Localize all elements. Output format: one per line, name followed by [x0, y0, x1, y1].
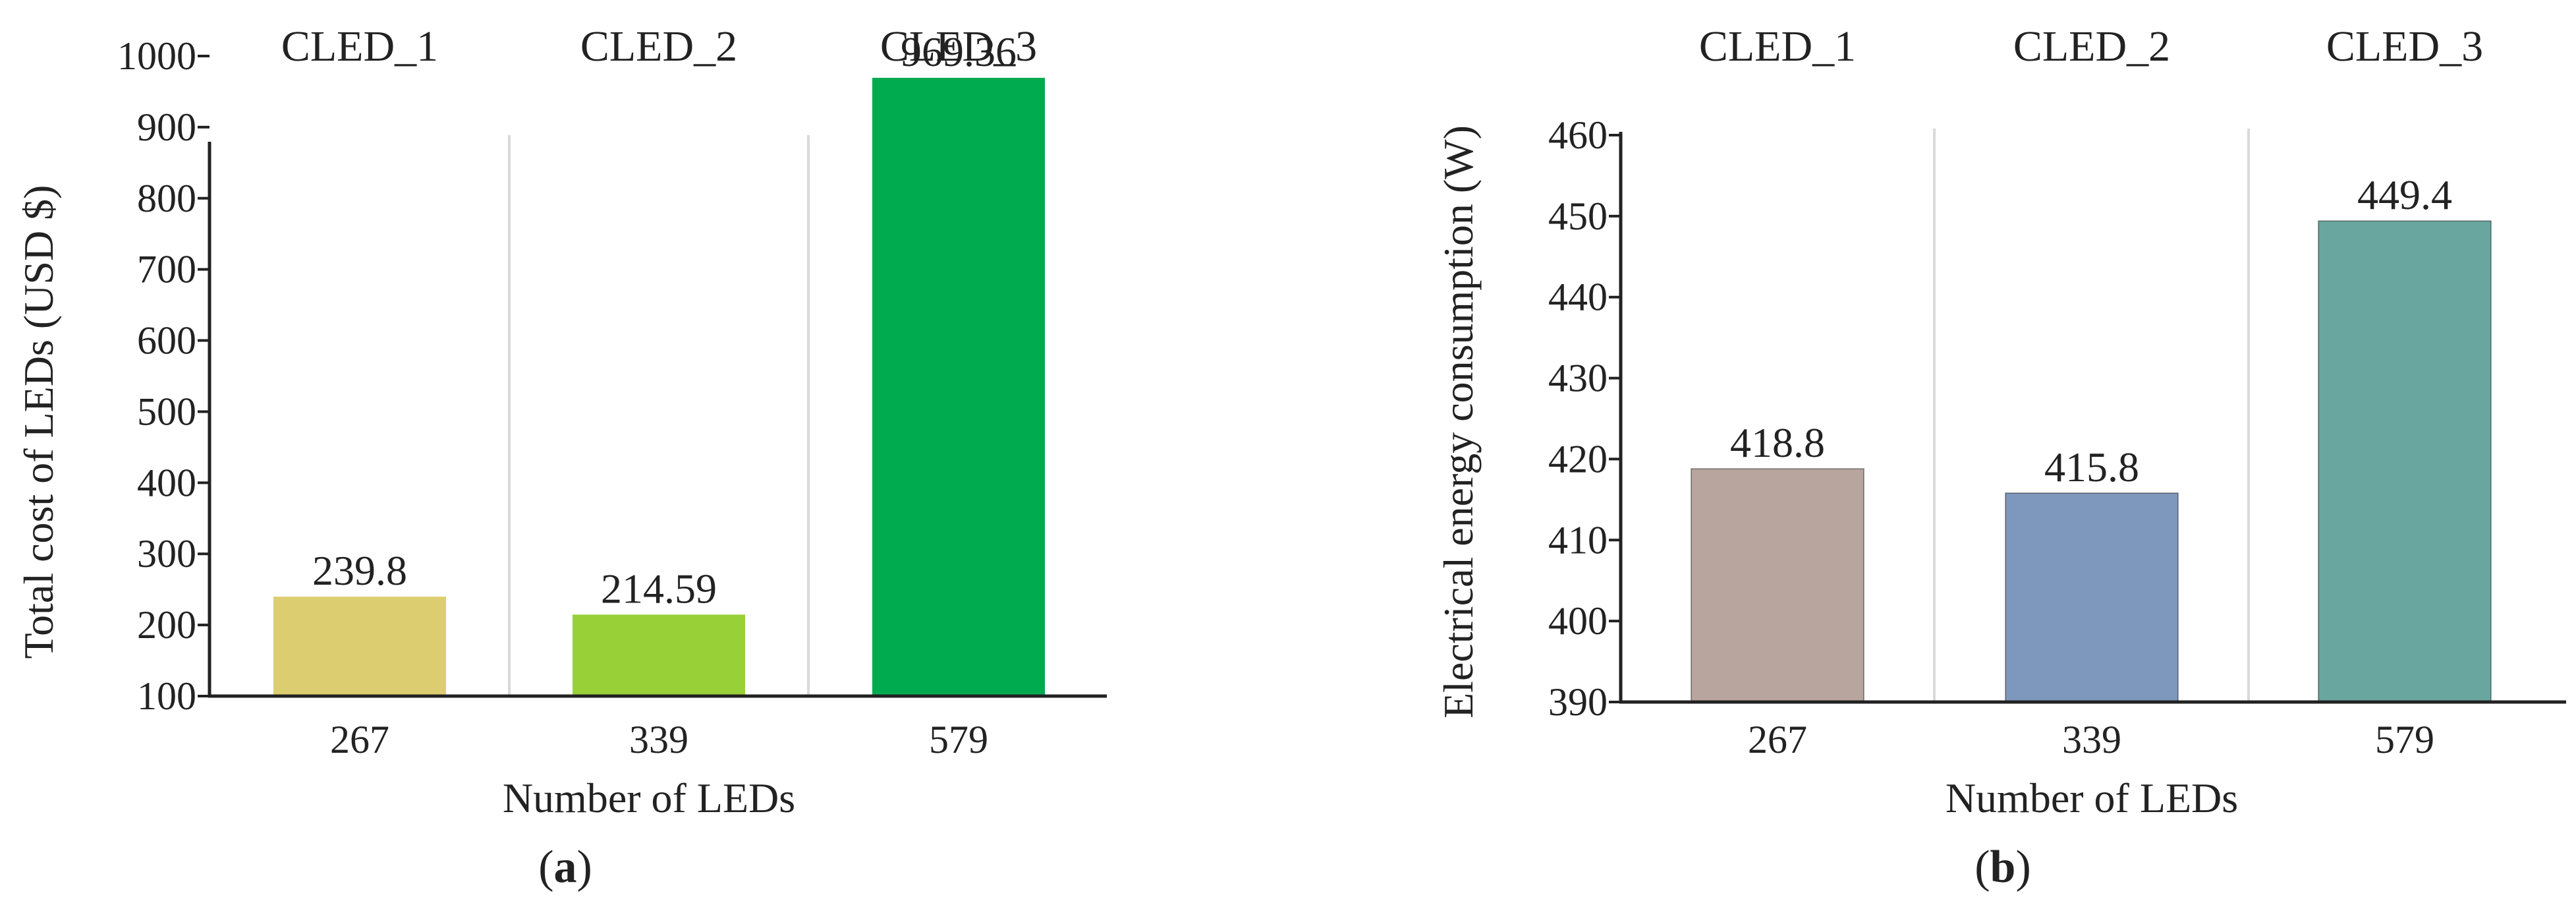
chart-b-top-categories: CLED_1 CLED_2 CLED_3 — [1699, 22, 2483, 71]
chart-a-y-ticks: 100 200 300 400 500 600 700 800 900 1000 — [117, 34, 210, 718]
chart-a-data-labels: 239.8 214.59 969.36 — [312, 28, 1017, 612]
chart-a-y-tick-label-4: 400 — [137, 461, 196, 504]
chart-a-bar-cled-2 — [573, 614, 745, 696]
chart-b-data-label-2: 415.8 — [2044, 444, 2139, 490]
chart-b-x-tick-label-1: 267 — [1748, 718, 1807, 761]
chart-a-y-tick-label-2: 200 — [137, 603, 196, 647]
chart-a-dividers — [508, 135, 810, 696]
chart-b-y-tick-label-1: 390 — [1548, 680, 1608, 724]
chart-a-y-tick-label-10: 1000 — [117, 34, 196, 78]
chart-b-dividers — [1933, 129, 2250, 702]
chart-b-y-tick-label-3: 410 — [1548, 518, 1608, 562]
chart-a-x-tick-label-1: 267 — [330, 718, 389, 761]
chart-a-y-tick-label-3: 300 — [137, 532, 196, 575]
chart-a-y-tick-label-8: 800 — [137, 177, 196, 220]
chart-a-bars — [273, 78, 1045, 697]
chart-a-category-1: CLED_1 — [281, 22, 438, 71]
chart-b-data-label-3: 449.4 — [2357, 171, 2452, 218]
chart-b-y-tick-label-4: 420 — [1548, 437, 1608, 481]
chart-a-data-label-3: 969.36 — [901, 28, 1017, 75]
chart-a-category-3: CLED_3 — [880, 22, 1037, 71]
chart-b-category-1: CLED_1 — [1699, 22, 1856, 71]
chart-a-bar-cled-3 — [872, 78, 1045, 697]
chart-a-caption: (a) — [538, 842, 592, 893]
chart-b-category-2: CLED_2 — [2013, 22, 2170, 71]
chart-b-y-tick-label-6: 440 — [1548, 276, 1608, 319]
chart-b-y-tick-label-7: 450 — [1548, 194, 1608, 238]
chart-a-top-categories: CLED_1 CLED_2 CLED_3 — [281, 22, 1037, 71]
chart-b-data-label-1: 418.8 — [1730, 419, 1825, 466]
chart-a-x-ticks: 267 339 579 — [330, 718, 988, 761]
chart-b-y-tick-label-5: 430 — [1548, 357, 1608, 400]
chart-b-bar-cled-2 — [2005, 492, 2179, 703]
chart-a-y-tick-label-7: 700 — [137, 248, 196, 291]
chart-b-y-ticks: 390 400 410 420 430 440 450 460 — [1548, 113, 1621, 724]
chart-b-y-tick-label-8: 460 — [1548, 113, 1608, 157]
chart-b-category-3: CLED_3 — [2326, 22, 2483, 71]
chart-b-data-labels: 418.8 415.8 449.4 — [1730, 171, 2452, 490]
chart-b-x-axis-label: Number of LEDs — [1946, 775, 2238, 821]
chart-a-data-label-2: 214.59 — [601, 565, 717, 612]
chart-a-x-axis-label: Number of LEDs — [503, 775, 795, 821]
chart-b-x-tick-label-2: 339 — [2062, 718, 2121, 761]
chart-a-y-axis-label: Total cost of LEDs (USD $) — [15, 185, 62, 659]
chart-a: 100 200 300 400 500 600 700 800 900 1000 267 339 57… — [15, 22, 1107, 893]
chart-b-y-axis-label: Electrical energy consumption (W) — [1435, 125, 1482, 718]
chart-b-bars — [1691, 220, 2492, 703]
chart-a-x-tick-label-3: 579 — [929, 718, 988, 761]
chart-b-y-tick-label-2: 400 — [1548, 599, 1608, 643]
chart-a-bar-cled-1 — [273, 597, 446, 696]
chart-a-category-2: CLED_2 — [580, 22, 737, 71]
chart-b-x-tick-label-3: 579 — [2375, 718, 2434, 761]
chart-a-y-tick-label-5: 500 — [137, 390, 196, 433]
chart-a-y-tick-label-6: 600 — [137, 319, 196, 363]
chart-b-bar-cled-1 — [1691, 468, 1864, 703]
chart-b-caption: (b) — [1974, 842, 2031, 893]
chart-b: 390 400 410 420 430 440 450 460 267 339 579 CLED_… — [1435, 22, 2566, 893]
chart-b-x-ticks: 267 339 579 — [1748, 718, 2434, 761]
chart-a-x-tick-label-2: 339 — [629, 718, 688, 761]
chart-a-y-tick-label-1: 100 — [137, 674, 196, 718]
chart-b-bar-cled-3 — [2318, 220, 2492, 703]
chart-a-y-tick-label-9: 900 — [137, 105, 196, 149]
chart-a-data-label-1: 239.8 — [312, 547, 407, 594]
